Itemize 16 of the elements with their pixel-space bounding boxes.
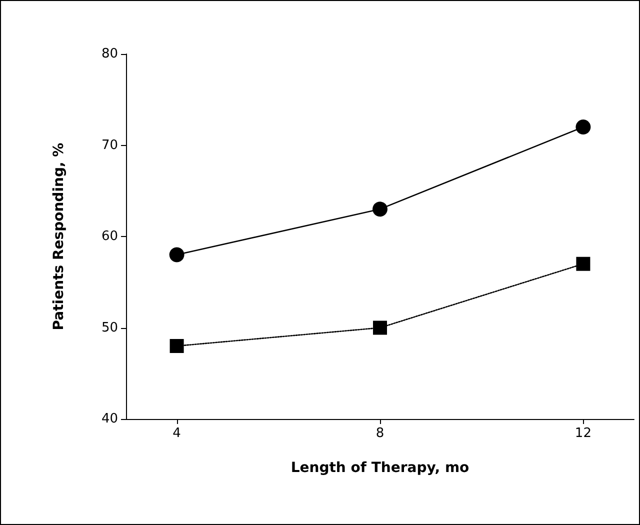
- point: [170, 339, 184, 353]
- x-tick-label: 8: [376, 426, 384, 441]
- y-tick-label: 80: [101, 46, 118, 62]
- point: [373, 320, 387, 335]
- y-axis-title: Patients Responding, %: [51, 142, 67, 330]
- point: [576, 120, 591, 134]
- x-tick-label: 12: [574, 426, 592, 441]
- y-tick-label: 50: [101, 320, 118, 336]
- y-tick-label: 70: [101, 138, 118, 153]
- x-tick-label: 4: [172, 426, 181, 441]
- x-axis-title: Length of Therapy, mo: [290, 460, 470, 476]
- point: [169, 247, 184, 262]
- y-tick-label: 40: [101, 412, 118, 426]
- point: [372, 202, 388, 217]
- point: [576, 256, 590, 271]
- y-tick-label: 60: [101, 229, 118, 244]
